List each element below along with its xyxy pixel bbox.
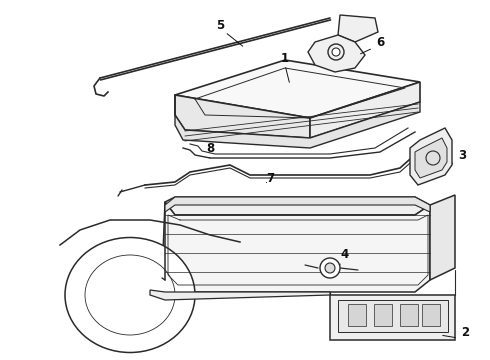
Polygon shape — [374, 304, 392, 326]
Text: 1: 1 — [281, 51, 289, 64]
Polygon shape — [348, 304, 366, 326]
Text: 5: 5 — [216, 18, 224, 32]
Polygon shape — [410, 128, 452, 185]
Circle shape — [320, 258, 340, 278]
Polygon shape — [175, 60, 420, 118]
Polygon shape — [150, 290, 330, 300]
Polygon shape — [310, 82, 420, 138]
Polygon shape — [430, 195, 455, 280]
Polygon shape — [175, 102, 420, 148]
Circle shape — [332, 48, 340, 56]
Polygon shape — [338, 300, 448, 332]
Polygon shape — [330, 295, 455, 340]
Polygon shape — [338, 15, 378, 42]
Text: 2: 2 — [461, 325, 469, 338]
Polygon shape — [165, 197, 430, 212]
Polygon shape — [422, 304, 440, 326]
Text: 4: 4 — [341, 248, 349, 261]
Polygon shape — [308, 35, 365, 72]
Polygon shape — [162, 202, 430, 292]
Polygon shape — [415, 138, 447, 178]
Polygon shape — [175, 95, 310, 138]
Polygon shape — [400, 304, 418, 326]
Text: 3: 3 — [458, 149, 466, 162]
Text: 8: 8 — [206, 141, 214, 154]
Text: 7: 7 — [266, 171, 274, 185]
Ellipse shape — [65, 238, 195, 352]
Circle shape — [325, 263, 335, 273]
Text: 6: 6 — [376, 36, 384, 49]
Polygon shape — [165, 197, 430, 215]
